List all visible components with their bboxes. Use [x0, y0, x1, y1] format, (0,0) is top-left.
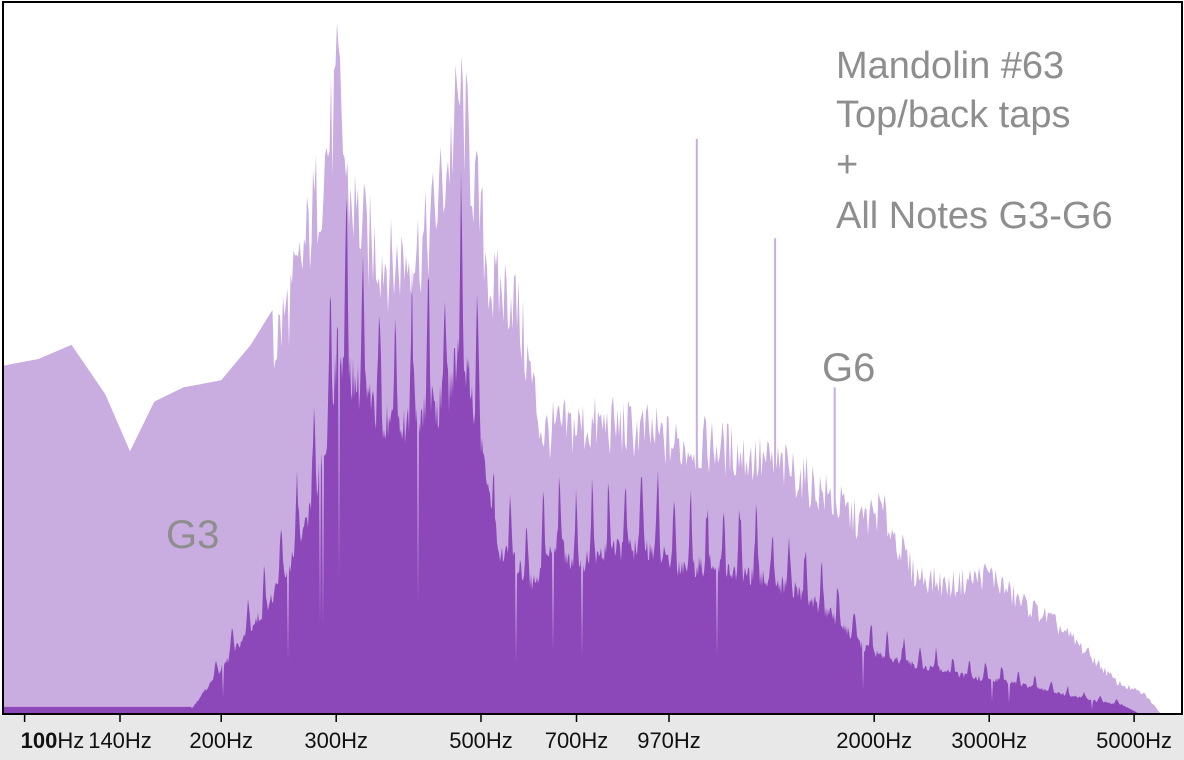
- legend-title-line-3: +: [836, 144, 858, 186]
- dark-series-spectrum: [4, 171, 1181, 714]
- legend-title-line-2: Top/back taps: [836, 94, 1070, 136]
- g6-label: G6: [822, 346, 875, 390]
- x-tick-label: 3000Hz: [951, 728, 1027, 753]
- g3-label: G3: [166, 513, 219, 557]
- x-tick-label: 200Hz: [189, 728, 253, 753]
- x-tick-label: 140Hz: [88, 728, 152, 753]
- x-tick-label: 5000Hz: [1096, 728, 1172, 753]
- x-tick-label: 2000Hz: [836, 728, 912, 753]
- legend-title-line-4: All Notes G3-G6: [836, 195, 1113, 237]
- x-axis-band: [0, 715, 1184, 760]
- x-tick-label: 700Hz: [545, 728, 609, 753]
- x-tick-label: 970Hz: [637, 728, 701, 753]
- x-axis-ticks: 100Hz 140Hz 200Hz 300Hz 500Hz 700Hz 970Hz 2000H…: [21, 714, 1172, 753]
- plot-frame: [2, 1, 1183, 715]
- x-tick-label: 300Hz: [304, 728, 368, 753]
- x-tick-label: 100Hz: [21, 728, 85, 753]
- dark-series-area: [4, 171, 1181, 714]
- x-tick-label: 500Hz: [449, 728, 513, 753]
- legend-title-line-1: Mandolin #63: [836, 45, 1064, 87]
